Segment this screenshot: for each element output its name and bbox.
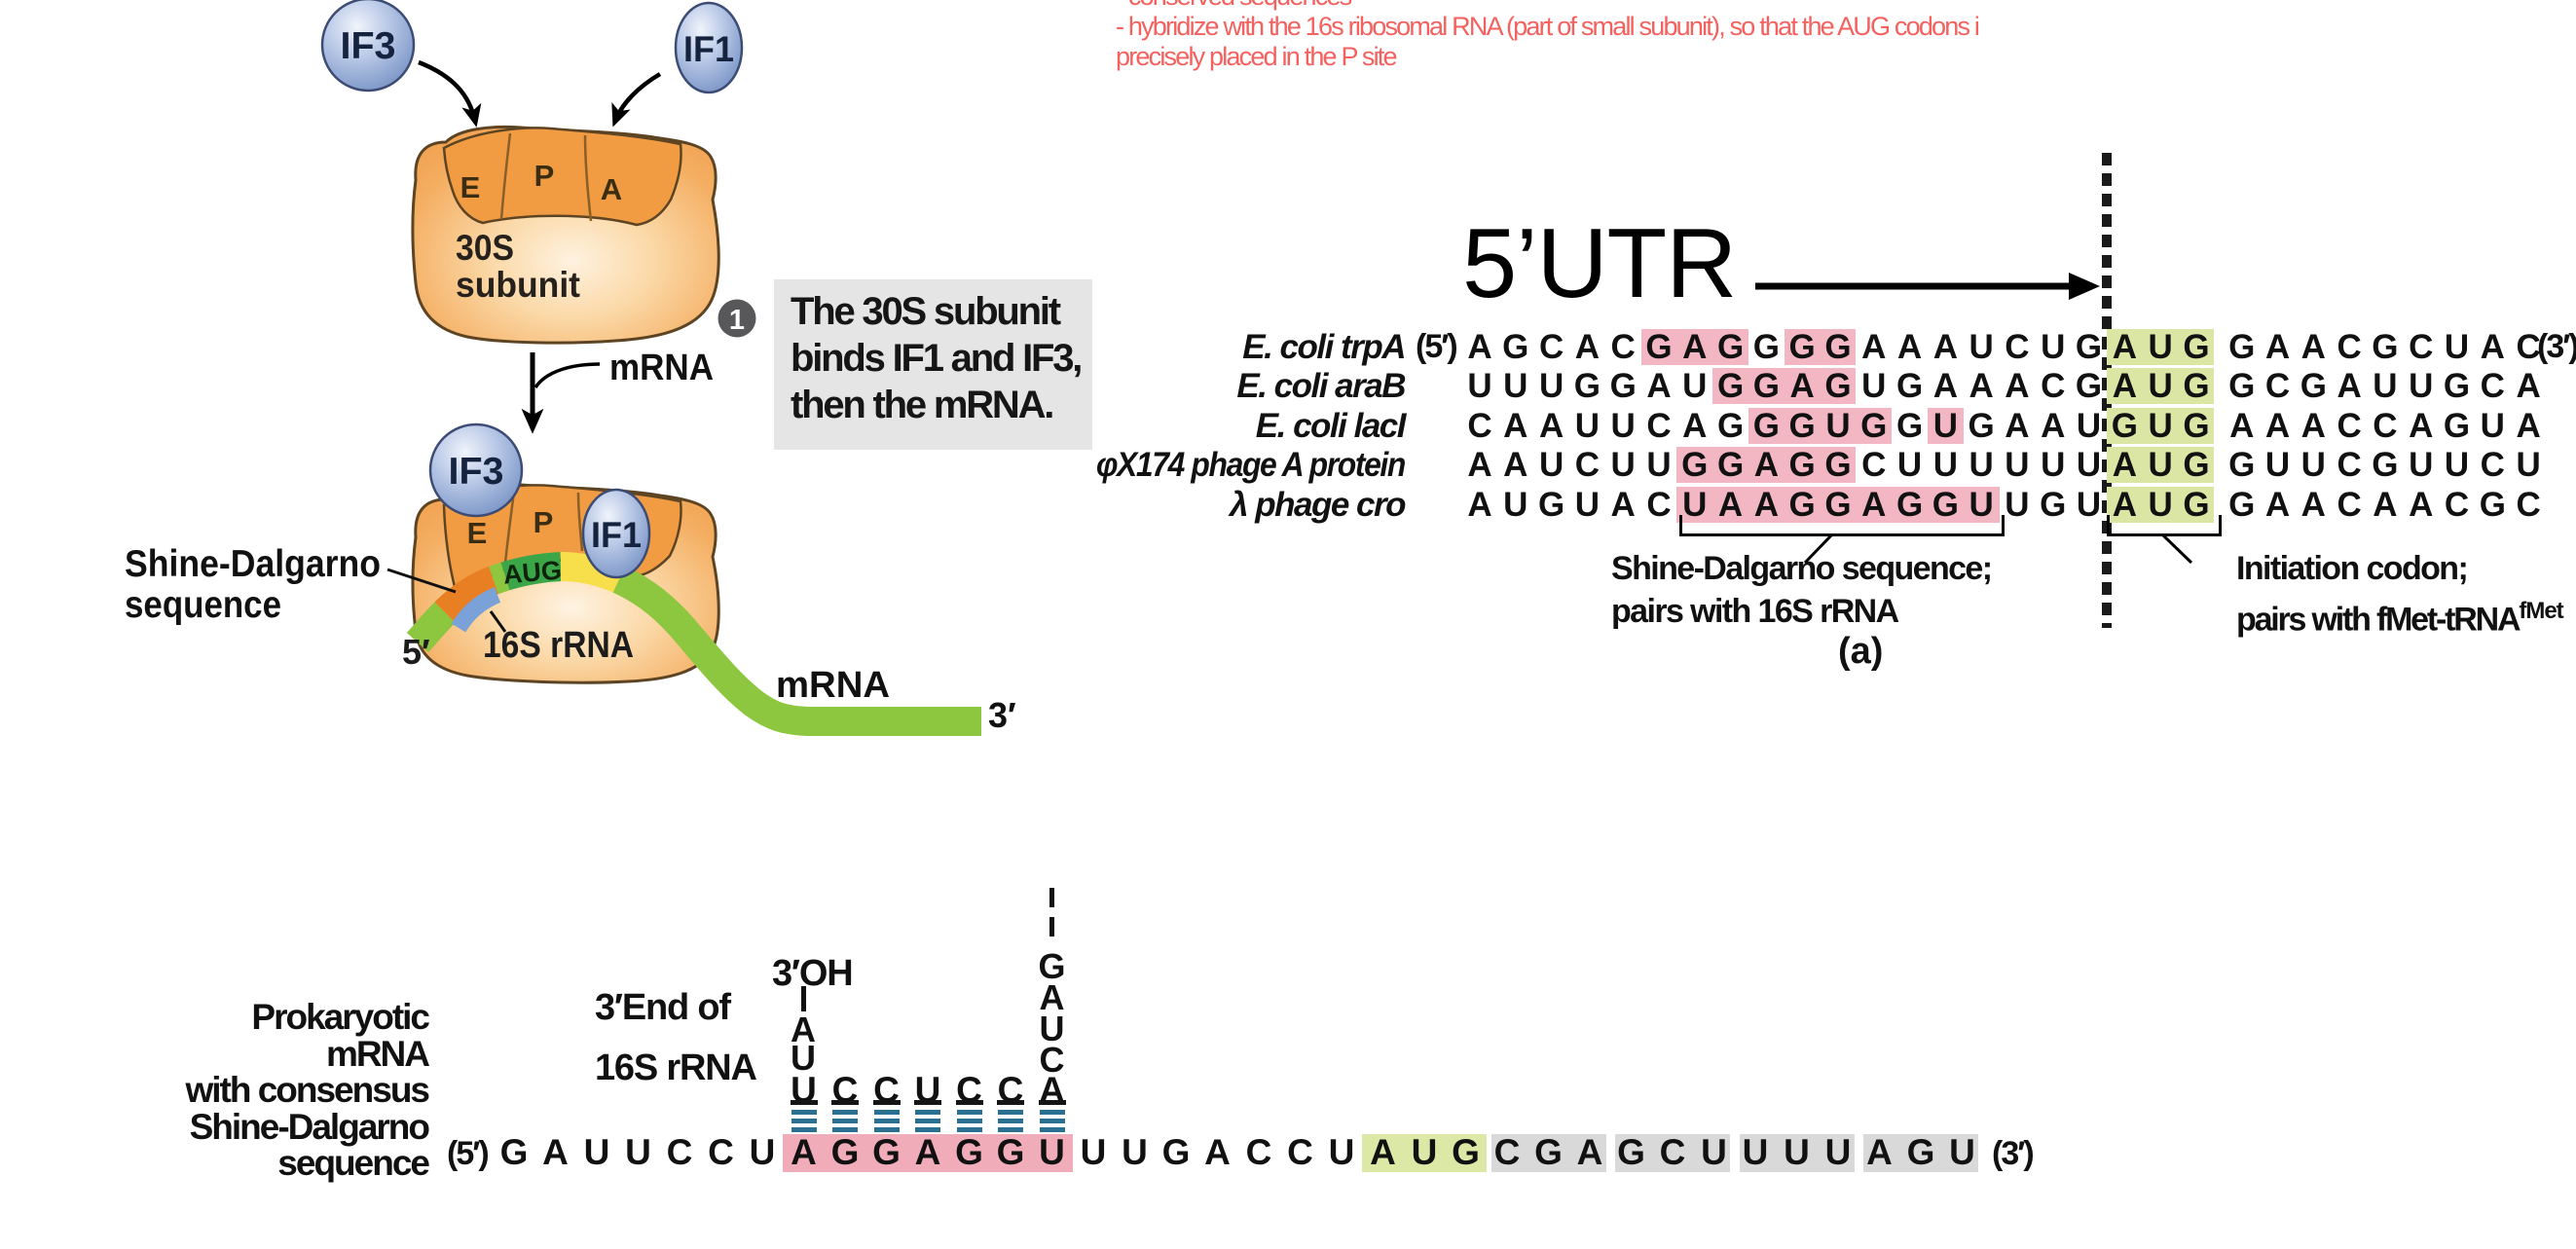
svg-text:IF1: IF1 (591, 515, 642, 555)
svg-text:E: E (460, 170, 481, 204)
svg-text:1: 1 (729, 305, 745, 336)
svg-text:mRNA: mRNA (776, 665, 890, 706)
svg-text:Shine-Dalgarno: Shine-Dalgarno (125, 543, 381, 585)
svg-text:A: A (601, 172, 622, 206)
svg-text:mRNA: mRNA (609, 348, 714, 388)
svg-text:3′: 3′ (988, 695, 1016, 735)
svg-text:5′: 5′ (402, 632, 430, 672)
svg-text:IF3: IF3 (341, 25, 396, 67)
svg-text:subunit: subunit (456, 265, 580, 305)
svg-text:IF1: IF1 (683, 29, 734, 69)
svg-text:P: P (534, 159, 555, 193)
svg-text:IF3: IF3 (449, 451, 504, 493)
svg-text:16S rRNA: 16S rRNA (483, 625, 634, 666)
svg-text:E: E (467, 516, 488, 550)
svg-text:P: P (534, 505, 554, 539)
svg-text:sequence: sequence (125, 584, 281, 626)
svg-text:30S: 30S (456, 228, 514, 268)
svg-text:AUG: AUG (502, 555, 563, 589)
